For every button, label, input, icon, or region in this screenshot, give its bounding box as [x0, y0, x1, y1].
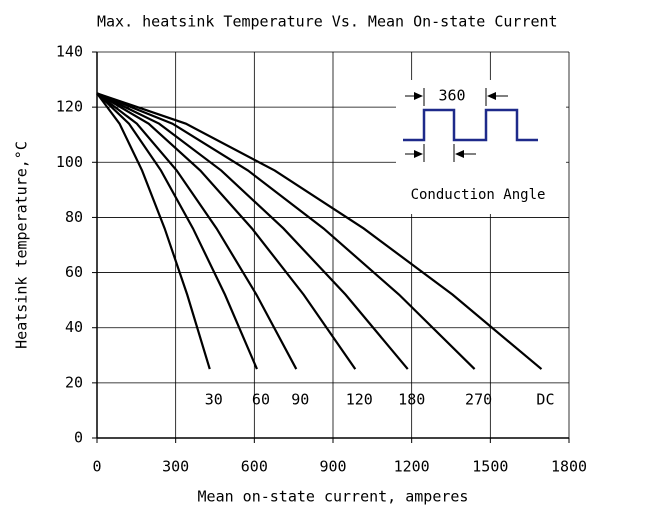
- series-label: 30: [205, 391, 223, 409]
- y-tick-label: 100: [56, 153, 83, 171]
- curve: [96, 92, 476, 370]
- curve: [96, 92, 258, 370]
- plot-area: 0 300 600 900 1200 1500 1800 0 20 40 60 80 100 120 140…: [56, 43, 587, 476]
- curve: [96, 92, 409, 370]
- x-tick-label: 900: [319, 458, 346, 476]
- inset-caption: Conduction Angle: [411, 187, 546, 203]
- x-tick-label: 300: [162, 458, 189, 476]
- curve: [96, 92, 298, 370]
- y-tick-label: 140: [56, 43, 83, 61]
- x-tick-label: 0: [92, 458, 101, 476]
- curve: [96, 92, 543, 370]
- x-tick-label: 1500: [472, 458, 508, 476]
- series-label: 90: [291, 391, 309, 409]
- waveform: [403, 108, 538, 142]
- curve: [96, 92, 211, 370]
- inset-diagram: 360 Conduction Angle: [396, 80, 566, 214]
- y-tick-label: 80: [65, 208, 83, 226]
- y-tick-label: 120: [56, 98, 83, 116]
- curve: [96, 92, 357, 370]
- series-label: 120: [346, 391, 373, 409]
- y-tick-label: 40: [65, 318, 83, 336]
- series-label: 60: [252, 391, 270, 409]
- y-tick-label: 0: [74, 429, 83, 447]
- arrow-head: [455, 150, 464, 158]
- y-tick-label: 60: [65, 263, 83, 281]
- series-label: 180: [398, 391, 425, 409]
- arrow-head: [414, 150, 423, 158]
- x-tick-label: 600: [241, 458, 268, 476]
- x-tick-label: 1800: [551, 458, 587, 476]
- series-label: DC: [536, 391, 554, 409]
- arrow-head: [414, 92, 423, 100]
- arrow-head: [487, 92, 496, 100]
- series-label: 270: [465, 391, 492, 409]
- y-tick-label: 20: [65, 373, 83, 391]
- x-tick-label: 1200: [394, 458, 430, 476]
- x-axis-label: Mean on-state current, amperes: [198, 488, 469, 506]
- chart-title: Max. heatsink Temperature Vs. Mean On-st…: [97, 13, 558, 31]
- y-axis-label: Heatsink temperature,°C: [13, 141, 31, 349]
- period-label: 360: [438, 87, 465, 105]
